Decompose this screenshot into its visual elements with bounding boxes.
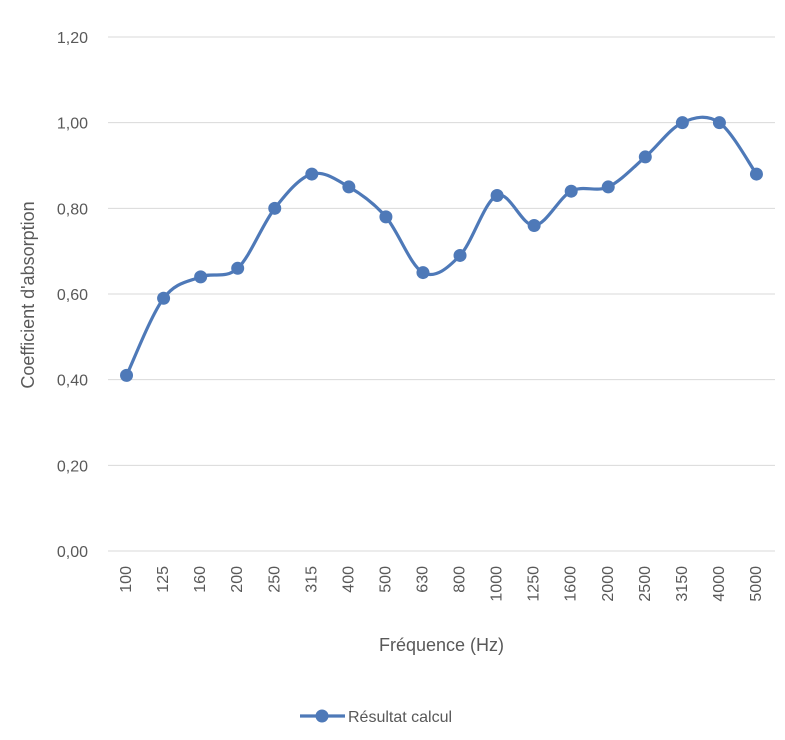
data-point [453,248,467,262]
series-line [124,115,759,377]
y-tick-label: 1,20 [57,30,88,47]
y-tick-label: 0,60 [57,287,88,304]
y-tick-label: 0,00 [57,544,88,561]
x-tick-label: 3150 [674,566,691,602]
data-point [527,218,541,232]
x-tick-label: 5000 [748,566,765,602]
data-point [416,266,430,280]
x-tick-label: 500 [377,566,394,593]
y-tick-label: 1,00 [57,116,88,133]
data-point [379,210,393,224]
data-point [490,188,504,202]
data-point [601,180,615,194]
x-tick-label: 1000 [489,566,506,602]
data-point [157,291,171,305]
y-axis-title: Coefficient d'absorption [18,201,38,388]
data-point [675,116,689,130]
x-tick-label: 125 [155,566,172,593]
x-tick-label: 630 [414,566,431,593]
x-tick-label: 160 [192,566,209,593]
x-tick-label: 315 [303,566,320,593]
x-tick-label: 2000 [600,566,617,602]
y-tick-label: 0,20 [57,458,88,475]
data-point [564,184,578,198]
x-tick-label: 1600 [563,566,580,602]
y-tick-label: 0,80 [57,201,88,218]
data-point [749,167,763,181]
y-tick-label: 0,40 [57,373,88,390]
data-point [231,261,245,275]
x-axis-title: Fréquence (Hz) [379,635,504,655]
x-tick-labels: 100 125 160 200 250 315 400 500 630 800 1000 1250 16… [118,566,765,602]
x-tick-label: 1250 [526,566,543,602]
x-tick-label: 400 [340,566,357,593]
data-point [342,180,356,194]
x-tick-label: 2500 [637,566,654,602]
legend: Résultat calcul [300,709,452,726]
series-layer [124,115,759,377]
x-tick-label: 800 [452,566,469,593]
legend-dot-marker [315,709,329,723]
y-tick-labels: 0,00 0,20 0,40 0,60 0,80 1,00 1,20 [57,30,88,561]
legend-label: Résultat calcul [348,709,452,726]
data-point [712,116,726,130]
marker-layer [120,116,763,382]
x-tick-label: 250 [266,566,283,593]
x-tick-label: 200 [229,566,246,593]
data-point [120,368,134,382]
data-point [194,270,208,284]
x-tick-label: 4000 [711,566,728,602]
data-point [305,167,319,181]
data-point [638,150,652,164]
grid-layer [108,36,775,552]
x-tick-label: 100 [118,566,135,593]
data-point [268,201,282,215]
